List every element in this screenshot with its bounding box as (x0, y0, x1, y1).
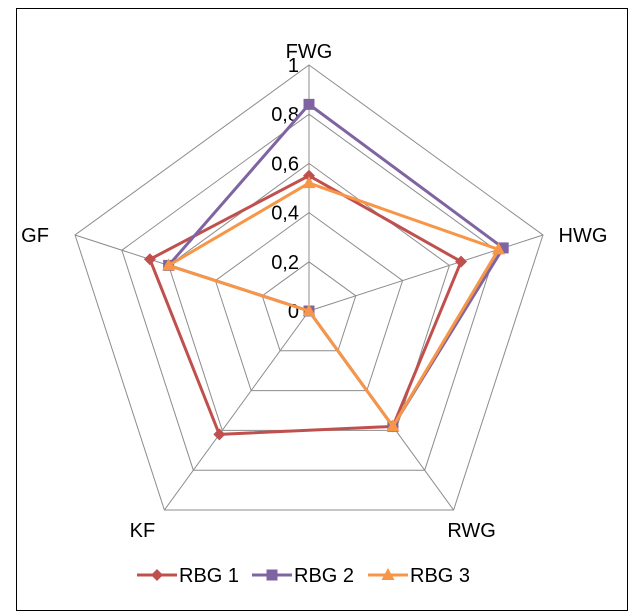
axis-label-rwg: RWG (447, 520, 496, 542)
point-rbg-1-gf (143, 253, 156, 266)
point-rbg-3-rwg (386, 419, 400, 432)
series-line-rbg-3 (167, 181, 501, 428)
point-rbg-2-fwg (303, 98, 315, 110)
axis-label-hwg: HWG (559, 225, 608, 247)
legend-marker-rbg-2 (266, 569, 278, 581)
series-line-rbg-1 (148, 174, 463, 436)
axis-label-gf: GF (21, 225, 49, 247)
legend-label-rbg-2: RBG 2 (294, 565, 354, 587)
grid-ring-2 (214, 211, 404, 392)
series-line-rbg-2 (167, 102, 505, 428)
point-rbg-3-gf (162, 258, 176, 271)
point-rbg-1-kf (213, 428, 226, 441)
tick-label-1: 0,2 (271, 252, 299, 274)
legend-label-rbg-1: RBG 1 (179, 565, 239, 587)
point-rbg-3-kf (302, 304, 316, 316)
point-rbg-2-hwg (497, 242, 509, 254)
tick-label-3: 0,6 (271, 153, 299, 175)
tick-label-5: 1 (288, 55, 299, 77)
point-rbg-1-fwg (303, 169, 315, 182)
tick-label-0: 0 (288, 301, 299, 323)
axis-label-fwg: FWG (286, 41, 333, 63)
axis-label-kf: KF (130, 520, 156, 542)
legend-marker-rbg-1 (151, 569, 163, 581)
grid-ring-1 (261, 261, 357, 352)
grid-ring-4 (121, 113, 497, 471)
axis-spoke-3 (164, 310, 310, 511)
point-rbg-3-hwg (492, 242, 506, 255)
legend-marker-rbg-3 (381, 568, 395, 580)
tick-label-4: 0,8 (271, 104, 299, 126)
tick-label-2: 0,4 (271, 203, 299, 225)
grid-ring-5 (74, 64, 544, 511)
legend-label-rbg-3: RBG 3 (410, 565, 470, 587)
point-rbg-1-hwg (455, 255, 468, 268)
point-rbg-3-fwg (302, 176, 316, 189)
